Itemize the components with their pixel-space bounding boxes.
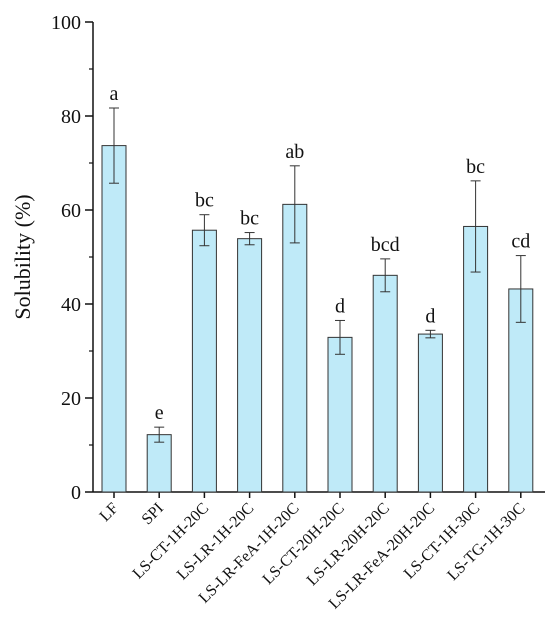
category-label: LF (97, 500, 122, 525)
significance-label: a (110, 83, 119, 105)
y-tick-label: 100 (51, 12, 81, 34)
significance-label: bc (240, 208, 259, 230)
bar (237, 238, 263, 493)
category-label: LS-TG-1H-30C (444, 500, 528, 584)
category-label: SPI (139, 500, 167, 528)
bar (417, 333, 443, 493)
y-tick-label: 20 (61, 388, 81, 410)
y-tick-label: 40 (61, 294, 81, 316)
significance-label: cd (511, 231, 530, 253)
significance-label: bcd (371, 234, 400, 256)
significance-labels: a e bc bc ab d bcd d bc cd (110, 83, 531, 424)
bar (327, 336, 353, 493)
bar (101, 145, 127, 493)
significance-label: bc (195, 190, 214, 212)
bar (282, 203, 308, 493)
significance-label: d (335, 295, 345, 317)
y-tick-label: 60 (61, 200, 81, 222)
significance-label: bc (466, 156, 485, 178)
y-axis: 0 20 40 60 80 100 (51, 12, 94, 504)
significance-label: e (155, 402, 164, 424)
y-tick-label: 0 (71, 482, 81, 504)
x-axis (93, 491, 545, 498)
bar (146, 434, 172, 493)
y-axis-title: Solubility (%) (10, 194, 35, 319)
category-label: LS-CT-20H-20C (260, 500, 348, 588)
y-tick-label: 80 (61, 106, 81, 128)
significance-label: d (425, 305, 435, 327)
bar (372, 274, 398, 493)
category-labels: LF SPILS-CT-1H-20CLS-LR-1H-20CLS-LR-FeA-1… (97, 500, 529, 613)
error-bars (109, 107, 526, 443)
significance-label: ab (285, 141, 304, 163)
bars (101, 145, 534, 493)
bar (191, 229, 217, 493)
category-label: LS-LR-20H-20C (304, 500, 393, 589)
